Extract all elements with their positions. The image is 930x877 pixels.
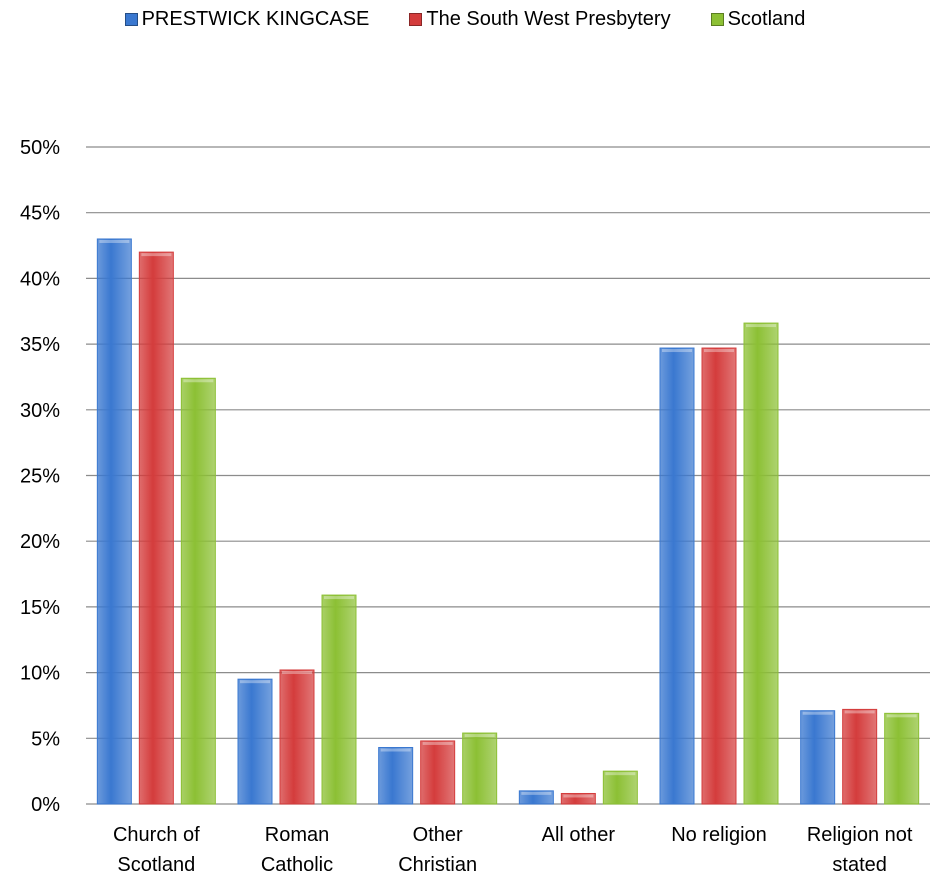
- bar: [279, 669, 315, 805]
- y-tick-label: 10%: [20, 663, 60, 685]
- bar: [560, 792, 596, 805]
- bar-highlight: [422, 741, 453, 745]
- x-tick-label: Other: [413, 824, 463, 846]
- bar: [800, 710, 836, 805]
- y-tick-label: 20%: [20, 531, 60, 553]
- y-tick-label: 45%: [20, 203, 60, 225]
- legend-label-series-3: Scotland: [727, 8, 806, 30]
- y-tick-label: 30%: [20, 400, 60, 422]
- bar-highlight: [802, 711, 833, 715]
- bar-highlight: [704, 349, 734, 353]
- bar: [701, 347, 737, 805]
- legend-label-series-2: The South West Presbytery: [426, 8, 671, 30]
- legend-item-series-3: Scotland: [710, 8, 806, 31]
- bar: [237, 678, 273, 805]
- bar-highlight: [99, 239, 130, 243]
- bar: [180, 377, 216, 805]
- legend-item-series-2: The South West Presbytery: [409, 8, 671, 31]
- bar: [462, 732, 498, 805]
- x-tick-label: Church of: [113, 824, 200, 846]
- bar-highlight: [563, 794, 594, 798]
- bar-highlight: [282, 670, 312, 674]
- bar-highlight: [605, 772, 636, 776]
- bar: [518, 790, 554, 805]
- bar: [96, 238, 132, 805]
- y-tick-label: 15%: [20, 597, 60, 619]
- y-tick-label: 50%: [20, 137, 60, 159]
- y-tick-label: 5%: [31, 728, 60, 750]
- bar-highlight: [141, 253, 172, 257]
- chart-legend: PRESTWICK KINGCASE The South West Presby…: [0, 8, 930, 31]
- x-tick-label: Christian: [398, 854, 477, 876]
- x-tick-label: Roman: [265, 824, 329, 846]
- bar: [743, 322, 779, 805]
- x-tick-label: Scotland: [117, 854, 195, 876]
- bar-highlight: [662, 349, 692, 353]
- legend-swatch-series-2: [409, 13, 423, 26]
- bar: [659, 347, 695, 805]
- bar: [378, 746, 414, 805]
- x-tick-label: Religion not: [807, 824, 913, 846]
- x-tick-label: All other: [542, 824, 616, 846]
- bar-highlight: [746, 324, 776, 328]
- bar: [138, 251, 174, 805]
- y-tick-label: 40%: [20, 268, 60, 290]
- legend-item-series-1: PRESTWICK KINGCASE: [124, 8, 370, 31]
- legend-swatch-series-1: [124, 13, 138, 26]
- bar: [420, 740, 456, 805]
- y-tick-label: 35%: [20, 334, 60, 356]
- legend-swatch-series-3: [710, 13, 724, 26]
- y-tick-label: 25%: [20, 466, 60, 488]
- bar: [884, 712, 920, 805]
- bar-highlight: [521, 791, 552, 795]
- bar: [602, 770, 638, 805]
- bar-highlight: [464, 734, 495, 738]
- legend-label-series-1: PRESTWICK KINGCASE: [141, 8, 370, 30]
- x-tick-label: Catholic: [261, 854, 333, 876]
- y-tick-label: 0%: [31, 794, 60, 816]
- x-tick-label: No religion: [671, 824, 767, 846]
- bar-highlight: [886, 714, 917, 718]
- bar: [321, 594, 357, 805]
- bar-highlight: [380, 748, 411, 752]
- bar: [842, 708, 878, 805]
- bar-highlight: [240, 680, 270, 684]
- x-tick-label: stated: [832, 854, 886, 876]
- bar-highlight: [844, 710, 875, 714]
- bar-highlight: [183, 379, 214, 383]
- bar-highlight: [324, 596, 354, 600]
